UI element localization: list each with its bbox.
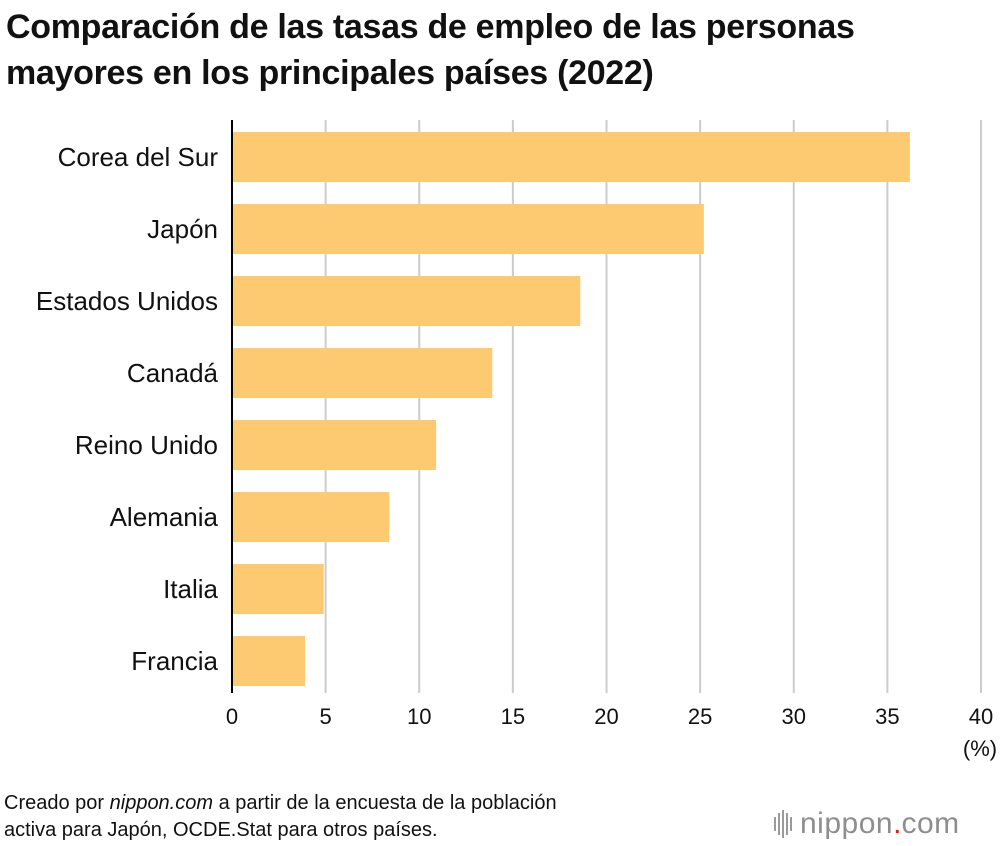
source-middle: a partir de la encuesta de la población: [213, 792, 557, 814]
bar-chart: Corea del Sur Japón Estados Unidos Canadá Re…: [36, 120, 997, 761]
chart-title: Comparación de las tasas de empleo de la…: [6, 4, 996, 96]
x-tick-label-15: 15: [501, 704, 525, 729]
x-tick-label-25: 25: [688, 704, 712, 729]
nippon-logo: nippon. com: [774, 804, 960, 844]
category-label-3: Canadá: [127, 358, 219, 388]
bar-4: [232, 420, 437, 470]
x-tick-label-30: 30: [782, 704, 806, 729]
bar-2: [232, 276, 581, 326]
x-tick-label-20: 20: [594, 704, 618, 729]
logo-bars-icon: [774, 810, 792, 838]
source-site: nippon.com: [109, 792, 214, 814]
chart-title-line-1: Comparación de las tasas de empleo de la…: [6, 8, 855, 46]
bar-6: [232, 564, 324, 614]
logo-name: nippon: [800, 807, 894, 840]
source-prefix: Creado por: [4, 792, 110, 814]
x-tick-label-35: 35: [875, 704, 899, 729]
category-label-2: Estados Unidos: [36, 286, 218, 316]
category-label-4: Reino Unido: [75, 430, 218, 460]
logo-dot: .: [893, 807, 902, 840]
bar-5: [232, 492, 390, 542]
x-tick-label-0: 0: [226, 704, 238, 729]
bar-1: [232, 204, 704, 254]
bar-7: [232, 636, 306, 686]
bar-3: [232, 348, 493, 398]
source-note: Creado por nippon.com a partir de la enc…: [4, 790, 724, 844]
category-label-7: Francia: [131, 646, 218, 676]
x-tick-label-40: 40: [969, 704, 993, 729]
source-note-line-2: activa para Japón, OCDE.Stat para otros …: [4, 819, 438, 841]
x-tick-label-10: 10: [407, 704, 431, 729]
x-axis-unit-label: (%): [963, 736, 997, 761]
category-label-6: Italia: [163, 574, 218, 604]
source-note-line-1: Creado por nippon.com a partir de la enc…: [4, 790, 724, 817]
category-label-5: Alemania: [110, 502, 219, 532]
category-label-0: Corea del Sur: [58, 142, 219, 172]
category-label-1: Japón: [147, 214, 218, 244]
chart-title-line-2: mayores en los principales países (2022): [6, 54, 654, 92]
logo-tld: com: [901, 807, 960, 840]
bar-0: [232, 132, 910, 182]
x-tick-label-5: 5: [320, 704, 332, 729]
